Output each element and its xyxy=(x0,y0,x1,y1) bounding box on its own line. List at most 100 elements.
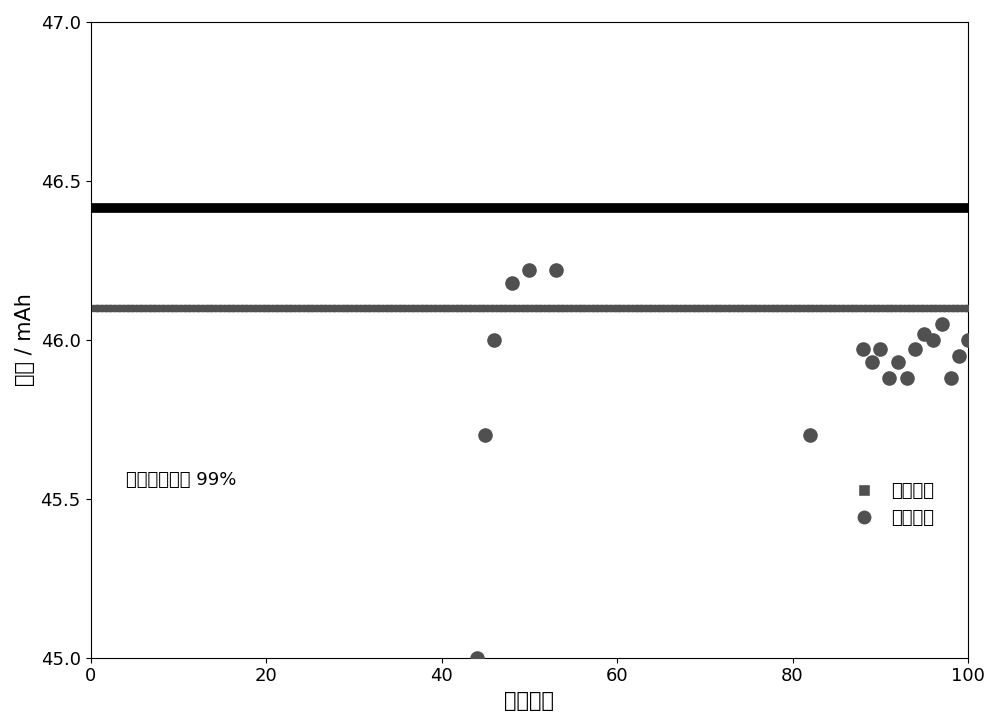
Point xyxy=(425,302,441,314)
Point xyxy=(806,302,822,314)
Point xyxy=(749,302,765,314)
Point xyxy=(846,302,862,314)
Point xyxy=(548,302,564,314)
Point xyxy=(864,356,880,368)
Point xyxy=(618,302,634,314)
Point xyxy=(951,302,967,314)
Point xyxy=(394,302,410,314)
Point xyxy=(118,302,134,314)
Point xyxy=(258,302,274,314)
Point xyxy=(613,302,629,314)
Point xyxy=(596,302,612,314)
Point xyxy=(477,429,493,441)
Point xyxy=(148,302,164,314)
Point xyxy=(482,302,498,314)
Point xyxy=(534,302,550,314)
Point xyxy=(653,302,669,314)
Point xyxy=(328,302,344,314)
Point xyxy=(504,302,520,314)
Point xyxy=(785,302,801,314)
Point xyxy=(447,302,463,314)
Point xyxy=(451,302,467,314)
Point xyxy=(921,302,937,314)
Point xyxy=(162,302,178,314)
Point xyxy=(934,318,950,330)
Point xyxy=(205,302,221,314)
Point xyxy=(324,302,340,314)
Point xyxy=(333,302,349,314)
Point xyxy=(96,302,112,314)
Point xyxy=(521,264,537,276)
Point xyxy=(131,302,147,314)
Point xyxy=(635,302,651,314)
Point xyxy=(684,302,700,314)
Point xyxy=(298,302,314,314)
Point xyxy=(245,302,261,314)
Point xyxy=(855,343,871,355)
Point xyxy=(368,302,384,314)
Point xyxy=(315,302,331,314)
Text: 平均库伦效率 99%: 平均库伦效率 99% xyxy=(126,470,236,489)
Point xyxy=(214,302,230,314)
Point xyxy=(135,302,151,314)
Point xyxy=(157,302,173,314)
Point xyxy=(302,302,318,314)
Point xyxy=(776,302,792,314)
Point xyxy=(311,302,327,314)
Point xyxy=(894,302,910,314)
Point xyxy=(192,302,208,314)
Point xyxy=(486,302,502,314)
Point xyxy=(916,302,932,314)
Point xyxy=(570,302,586,314)
Point xyxy=(583,302,599,314)
Point xyxy=(890,302,906,314)
Point xyxy=(530,302,546,314)
Point xyxy=(767,302,783,314)
Point xyxy=(442,302,458,314)
Point xyxy=(293,302,309,314)
Point xyxy=(473,302,489,314)
Point xyxy=(938,302,954,314)
Point xyxy=(899,302,915,314)
Point xyxy=(227,302,243,314)
Point xyxy=(710,302,726,314)
Point xyxy=(499,302,515,314)
Point xyxy=(754,302,770,314)
Point xyxy=(903,302,919,314)
Point xyxy=(793,302,809,314)
Point xyxy=(649,302,665,314)
Point xyxy=(166,302,182,314)
Point xyxy=(407,302,423,314)
Point xyxy=(341,302,357,314)
Point xyxy=(267,302,283,314)
Point xyxy=(517,302,533,314)
Point xyxy=(381,302,397,314)
Point xyxy=(469,652,485,664)
Point xyxy=(113,302,129,314)
Point xyxy=(798,302,814,314)
Point xyxy=(548,264,564,276)
Point xyxy=(574,302,590,314)
Point xyxy=(429,302,445,314)
Point xyxy=(640,302,656,314)
Point xyxy=(377,302,393,314)
Point xyxy=(153,302,169,314)
Point xyxy=(201,302,217,314)
Point xyxy=(925,302,941,314)
Point xyxy=(881,302,897,314)
Point xyxy=(495,302,511,314)
Point xyxy=(692,302,708,314)
Point xyxy=(600,302,616,314)
Point xyxy=(179,302,195,314)
Point xyxy=(561,302,577,314)
Point xyxy=(732,302,748,314)
Point xyxy=(657,302,673,314)
Point xyxy=(885,302,901,314)
Point xyxy=(907,343,923,355)
Point xyxy=(956,302,972,314)
Point xyxy=(513,302,529,314)
Point xyxy=(556,302,572,314)
Point xyxy=(789,302,805,314)
Point xyxy=(670,302,686,314)
Point xyxy=(802,302,818,314)
